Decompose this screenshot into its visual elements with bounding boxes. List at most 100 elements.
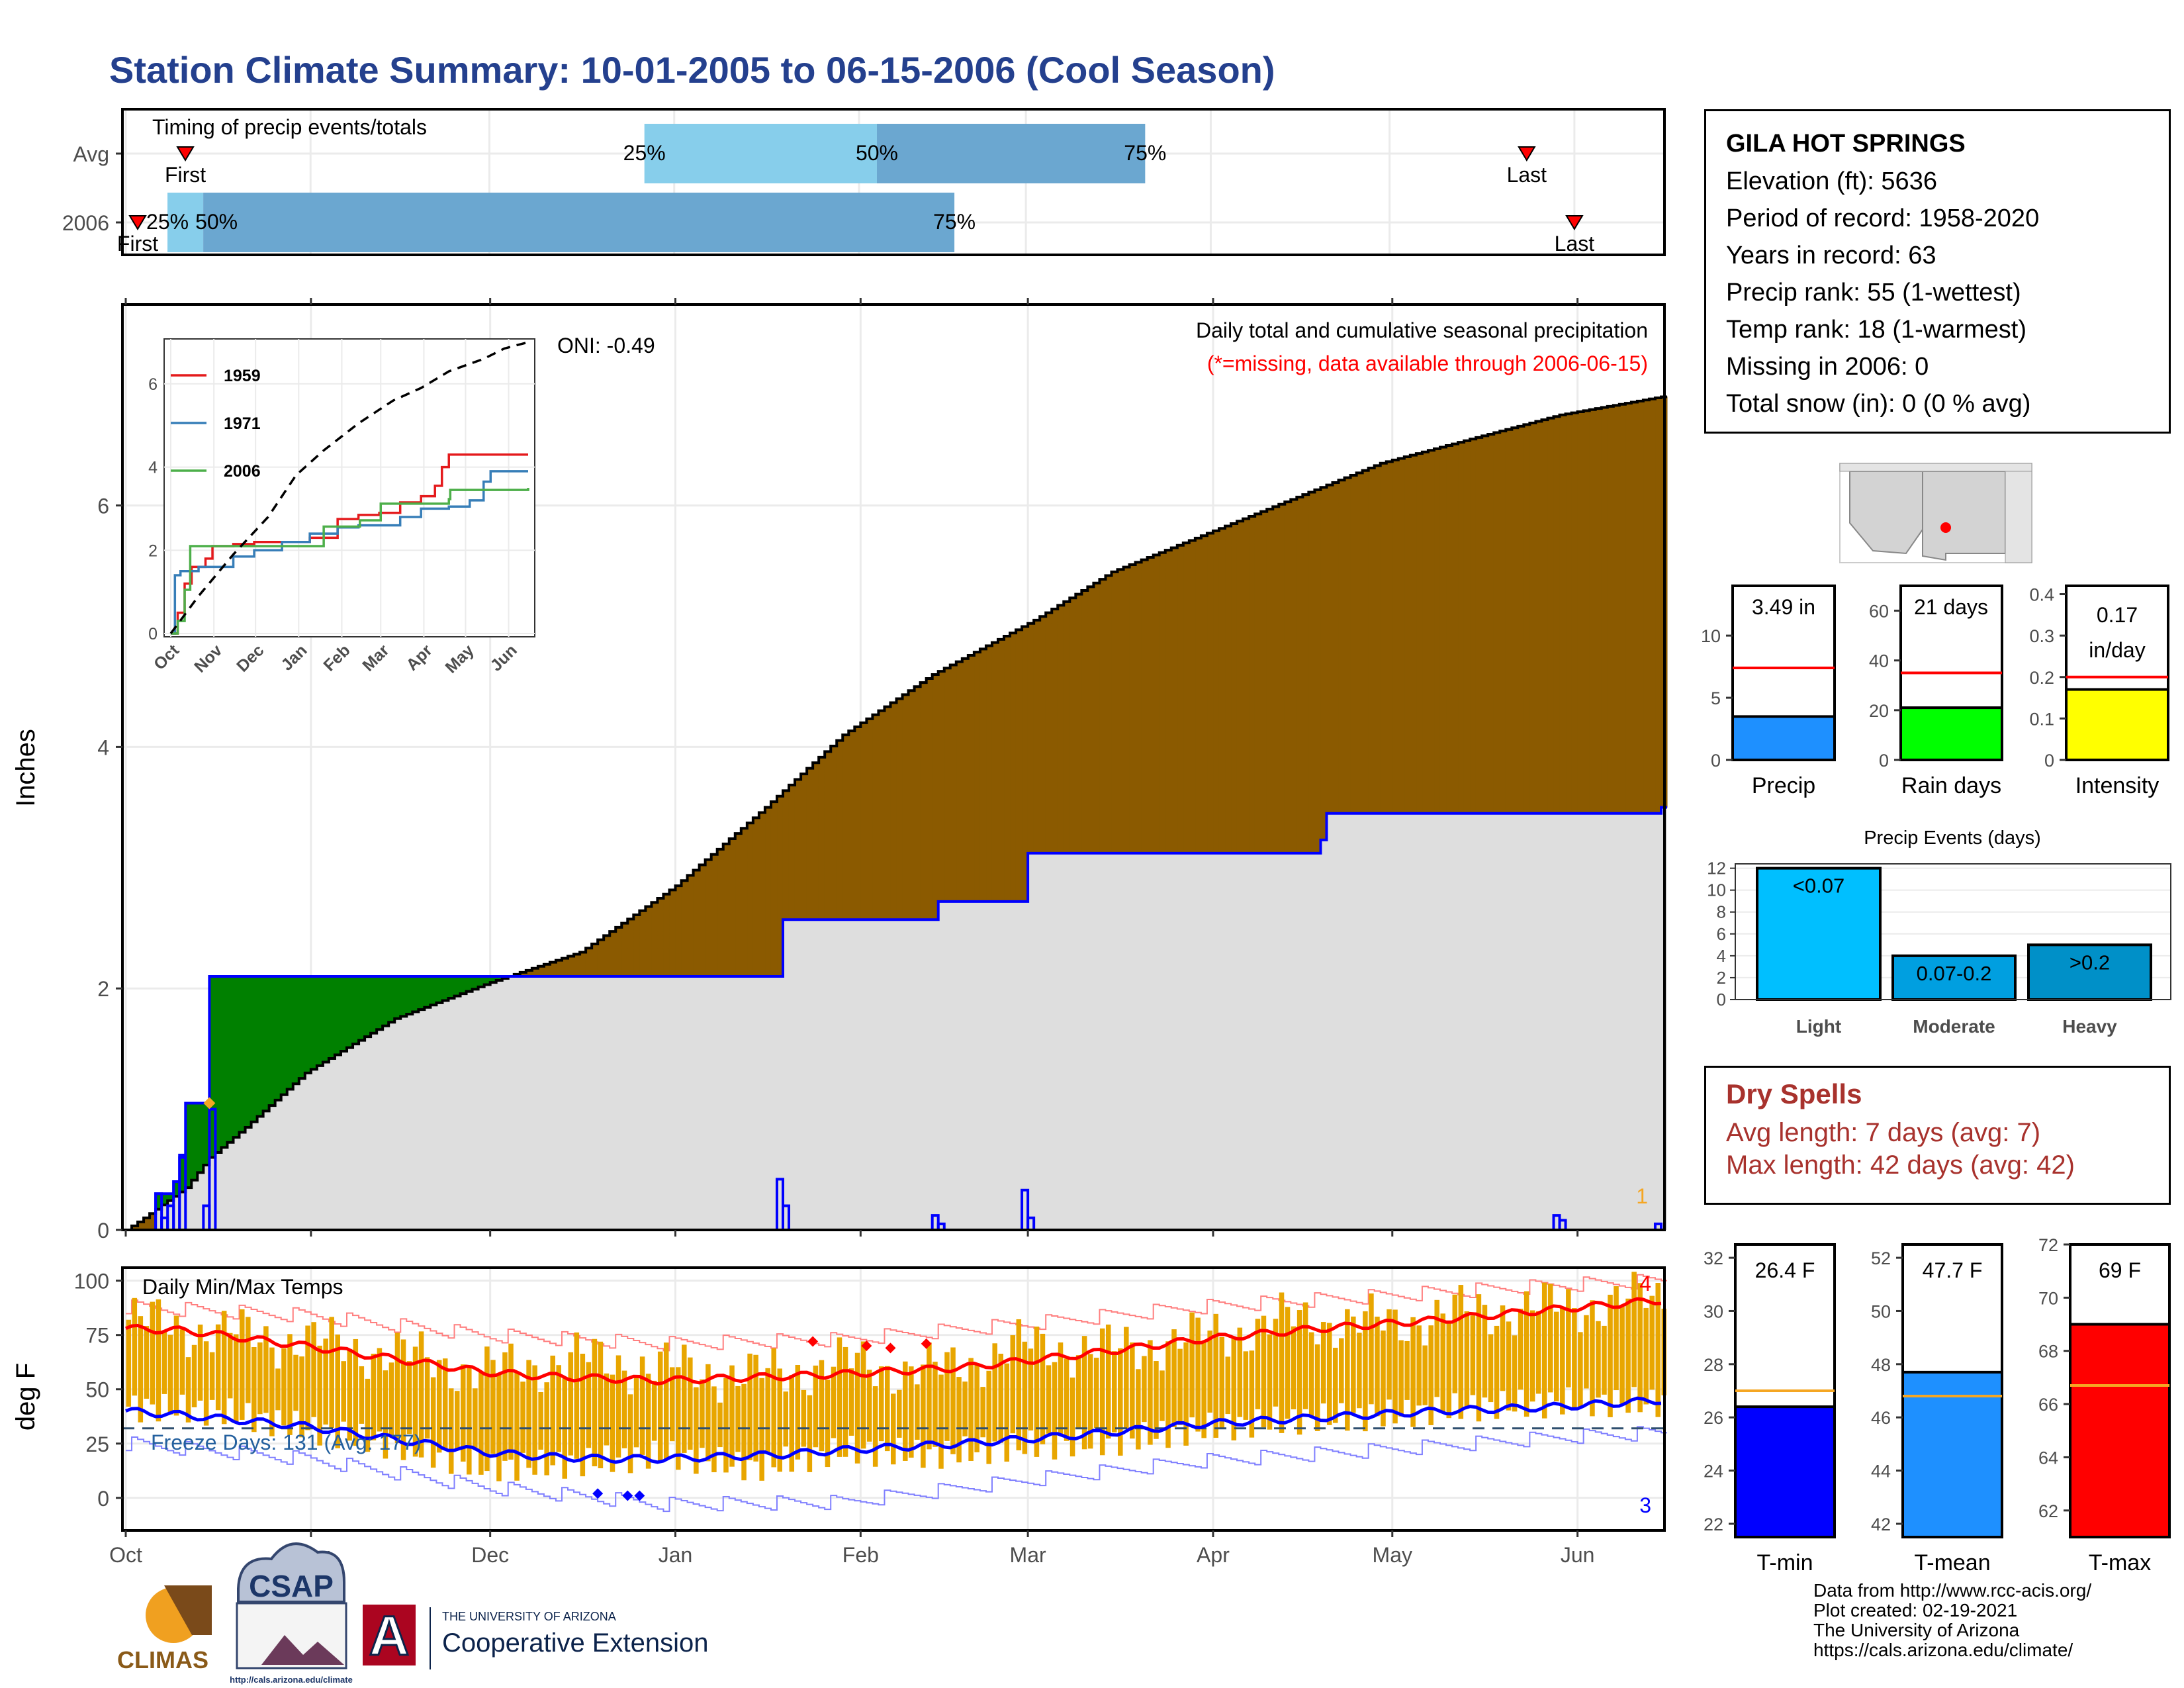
temp-daily-bar <box>1124 1327 1129 1429</box>
stat-0-bar <box>1731 715 1836 762</box>
temp-daily-bar <box>1529 1310 1535 1402</box>
temp-daily-bar <box>848 1368 854 1436</box>
temp-daily-bar <box>436 1360 442 1453</box>
temp-daily-bar <box>317 1345 322 1446</box>
temp-daily-bar <box>1195 1317 1201 1432</box>
dry-spells-max: Max length: 42 days (avg: 42) <box>1726 1150 2075 1180</box>
tbar-0-ytick-label: 30 <box>1704 1301 1723 1321</box>
temp-daily-bar <box>383 1370 388 1459</box>
temp-record-high-marker <box>921 1338 932 1349</box>
temp-daily-bar <box>1476 1294 1482 1422</box>
events-ytick-label: 8 <box>1717 902 1726 922</box>
timing-label-50: 50% <box>195 210 238 234</box>
events-ytick-label: 6 <box>1717 924 1726 944</box>
temp-daily-bar <box>144 1326 150 1399</box>
tbar-0-ytick-label: 32 <box>1704 1248 1723 1268</box>
temp-ytick-label: 0 <box>97 1487 109 1511</box>
temp-daily-bar <box>986 1370 991 1464</box>
station-location-dot <box>1940 522 1951 533</box>
tbar-1-ytick-label: 42 <box>1871 1515 1891 1534</box>
temp-daily-bar <box>412 1346 418 1457</box>
temp-record-max-line <box>126 1274 1668 1352</box>
timing-label-50: 50% <box>856 141 898 165</box>
station-name: GILA HOT SPRINGS <box>1726 130 1966 158</box>
temp-daily-bar <box>676 1367 681 1470</box>
temp-xtick-label: Mar <box>1010 1543 1046 1567</box>
temp-daily-bar <box>478 1372 484 1475</box>
station-line-elevation: Elevation (ft): 5636 <box>1726 167 1937 195</box>
temp-daily-bar <box>1351 1316 1356 1413</box>
temp-daily-bar <box>263 1326 269 1413</box>
timing-label-75: 75% <box>1124 141 1166 165</box>
temp-daily-bar <box>275 1368 281 1411</box>
ua-logo-main-text: Cooperative Extension <box>442 1628 708 1658</box>
map-texas <box>2005 471 2032 563</box>
temp-daily-bar <box>1410 1317 1416 1427</box>
temp-record-high-marker <box>807 1336 819 1347</box>
temp-daily-bar <box>1028 1348 1034 1430</box>
temp-daily-bar <box>645 1374 651 1469</box>
stat-2-category: Intensity <box>2075 773 2160 798</box>
temp-daily-bar <box>639 1356 645 1455</box>
temp-daily-bar <box>269 1347 275 1436</box>
events-category: Heavy <box>2062 1016 2117 1037</box>
temp-daily-bar <box>884 1366 890 1452</box>
inset-ytick-label: 2 <box>148 541 158 560</box>
temp-daily-bar <box>694 1387 699 1474</box>
stat-label-rain-days: 21 days <box>1914 595 1988 619</box>
temp-xtick-label: Dec <box>471 1543 509 1567</box>
temp-ytick-label: 75 <box>85 1324 109 1348</box>
temp-daily-bar <box>1608 1294 1613 1417</box>
timing-last-label: Last <box>1507 163 1547 187</box>
stat-label-intensity-unit: in/day <box>2089 638 2145 662</box>
temp-daily-bar <box>490 1360 496 1454</box>
timing-title: Timing of precip events/totals <box>152 115 427 139</box>
temp-daily-bar <box>938 1374 944 1469</box>
temp-daily-bar <box>837 1337 842 1457</box>
timing-bar-25-50 <box>644 124 877 183</box>
station-line-snow: Total snow (in): 0 (0 % avg) <box>1726 390 2031 418</box>
events-title: Precip Events (days) <box>1864 827 2041 849</box>
tbar-1-ytick-label: 48 <box>1871 1355 1891 1375</box>
credit-plot-created: Plot created: 02-19-2021 <box>1813 1600 2018 1620</box>
temp-daily-bar <box>968 1358 974 1461</box>
temp-daily-bar <box>1010 1335 1016 1434</box>
temp-daily-bar <box>1614 1286 1619 1391</box>
temp-daily-bar <box>496 1374 502 1481</box>
temp-daily-bar <box>185 1357 191 1423</box>
temp-daily-bar <box>1655 1283 1661 1417</box>
timing-label-25: 25% <box>146 210 189 234</box>
timing-first-marker <box>128 215 147 230</box>
timing-last-marker <box>1518 146 1536 162</box>
events-frame <box>1735 863 2171 1000</box>
temp-daily-bar <box>795 1365 801 1460</box>
temp-daily-bar <box>711 1386 717 1473</box>
temp-daily-bar <box>1625 1298 1631 1413</box>
temp-daily-bar <box>281 1348 287 1426</box>
temp-daily-bar <box>371 1353 377 1440</box>
timing-last-marker <box>1565 215 1584 230</box>
temp-daily-bar <box>700 1379 705 1448</box>
credits: Data from http://www.rcc-acis.org/ Plot … <box>1813 1581 2091 1660</box>
ua-logo-block <box>363 1605 416 1665</box>
freeze-days-label: Freeze Days: 131 (Avg: 177) <box>151 1430 422 1454</box>
tbar-1-ytick-label: 46 <box>1871 1408 1891 1428</box>
tbar-2-bar <box>2069 1323 2171 1538</box>
temp-daily-bar <box>1649 1295 1655 1390</box>
temp-daily-bar <box>621 1370 627 1448</box>
temp-daily-bar <box>240 1309 245 1420</box>
temp-daily-bar <box>191 1344 197 1407</box>
temp-daily-bar <box>394 1333 400 1444</box>
credit-university: The University of Arizona <box>1813 1620 2020 1640</box>
temp-daily-bar <box>915 1384 920 1440</box>
temp-daily-bar <box>1093 1358 1099 1428</box>
stat-1-ytick-label: 0 <box>1879 751 1889 771</box>
temp-daily-bar <box>1637 1283 1643 1413</box>
temp-daily-bar <box>729 1365 735 1467</box>
precip-area-common <box>126 807 1668 1230</box>
events-ytick-label: 10 <box>1707 880 1726 900</box>
temp-daily-bar <box>759 1378 764 1481</box>
temp-daily-bar <box>359 1366 365 1424</box>
temp-daily-bar <box>1535 1311 1541 1394</box>
dry-spells-box: Dry Spells Avg length: 7 days (avg: 7) M… <box>1704 1066 2171 1205</box>
